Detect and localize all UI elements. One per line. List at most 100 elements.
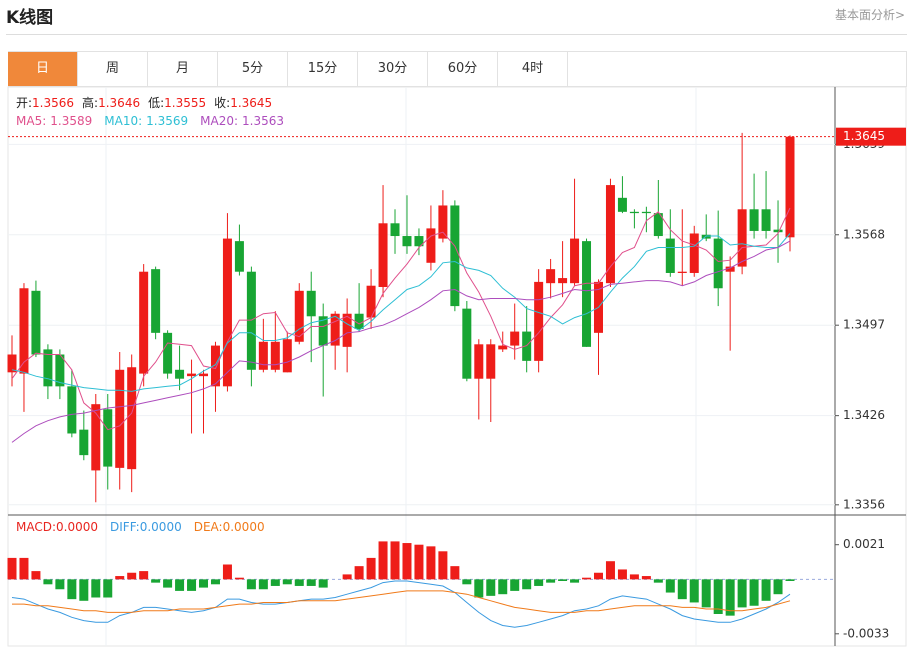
- candle-body: [510, 331, 520, 346]
- readout-name: MACD:: [16, 520, 56, 534]
- readout-name: DIFF:: [110, 520, 140, 534]
- legend-name: MA5:: [16, 114, 46, 128]
- macd-line: [11, 580, 791, 628]
- candle-body: [390, 223, 400, 237]
- macd-bar: [438, 551, 448, 580]
- candle-body: [342, 313, 352, 347]
- candle-body: [163, 332, 173, 374]
- candle-body: [498, 345, 508, 350]
- candle-body: [43, 349, 53, 387]
- macd-bar: [210, 579, 220, 585]
- macd-bar: [7, 557, 17, 580]
- macd-bar: [246, 579, 256, 590]
- period-tab[interactable]: 日: [8, 52, 78, 86]
- info-value: 1.3645: [230, 96, 272, 110]
- macd-bar: [103, 579, 113, 598]
- y-tick-label: -0.0033: [843, 626, 889, 640]
- macd-bar: [546, 579, 556, 583]
- macd-bar: [378, 541, 388, 580]
- macd-bar: [582, 577, 592, 580]
- info-label: 收:: [214, 96, 230, 110]
- candle-body: [354, 313, 364, 330]
- period-tab[interactable]: 周: [78, 52, 148, 86]
- macd-bar: [43, 579, 53, 585]
- period-tab[interactable]: 30分: [358, 52, 428, 86]
- ma-legend: MA5: 1.3589 MA10: 1.3569 MA20: 1.3563: [16, 114, 284, 128]
- period-tab[interactable]: 60分: [428, 52, 498, 86]
- candle-body: [558, 278, 568, 284]
- candle-body: [546, 269, 556, 284]
- macd-bar: [785, 579, 795, 581]
- macd-bar: [522, 579, 532, 590]
- macd-bar: [390, 541, 400, 580]
- candle-body: [175, 369, 185, 379]
- period-tab[interactable]: 5分: [218, 52, 288, 86]
- candle-body: [187, 373, 197, 377]
- macd-bar: [462, 579, 472, 585]
- candle-body: [139, 271, 149, 374]
- macd-bar: [31, 571, 41, 580]
- divider: [6, 34, 907, 35]
- candle-body: [210, 345, 220, 387]
- period-tab[interactable]: 15分: [288, 52, 358, 86]
- macd-bar: [593, 572, 603, 580]
- macd-bar: [19, 557, 29, 580]
- macd-bar: [127, 572, 137, 580]
- candle-body: [31, 290, 41, 355]
- legend-value: 1.3569: [146, 114, 188, 128]
- candle-body: [414, 236, 424, 247]
- candle-body: [103, 409, 113, 467]
- readout-value: 0.0000: [56, 520, 98, 534]
- macd-bar: [510, 579, 520, 591]
- legend-value: 1.3563: [242, 114, 284, 128]
- y-tick-label: 0.0021: [843, 537, 885, 551]
- macd-bar: [629, 574, 639, 580]
- candle-body: [294, 290, 304, 342]
- macd-bar: [163, 579, 173, 588]
- fundamental-link[interactable]: 基本面分析>: [834, 8, 905, 22]
- candle-body: [246, 271, 256, 370]
- period-tab[interactable]: 4时: [498, 52, 568, 86]
- readout-name: DEA:: [194, 520, 223, 534]
- candle-body: [749, 209, 759, 231]
- candle-body: [474, 344, 484, 379]
- candle-body: [773, 229, 783, 233]
- macd-bar: [725, 579, 735, 616]
- y-tick-label: 1.3497: [843, 318, 885, 332]
- y-tick-label: 1.3356: [843, 497, 885, 511]
- macd-bar: [234, 577, 244, 580]
- macd-bar: [55, 579, 65, 590]
- info-value: 1.3555: [164, 96, 206, 110]
- candle-body: [438, 205, 448, 239]
- macd-bar: [294, 579, 304, 586]
- candle-body: [689, 233, 699, 273]
- candle-body: [330, 313, 340, 346]
- macd-bar: [570, 579, 580, 583]
- last-price-tag: [836, 127, 906, 146]
- candle-body: [486, 344, 496, 379]
- candle-body: [785, 136, 795, 238]
- candle-body: [653, 213, 663, 237]
- ma-line: [11, 207, 791, 431]
- macd-bar: [282, 579, 292, 585]
- ma-line: [11, 240, 791, 443]
- info-label: 开:: [16, 96, 32, 110]
- macd-bar: [426, 546, 436, 580]
- period-tab[interactable]: 月: [148, 52, 218, 86]
- candle-body: [725, 266, 735, 272]
- candle-body: [402, 236, 412, 247]
- y-tick-label: 1.3568: [843, 227, 885, 241]
- candle-body: [677, 271, 687, 273]
- macd-bar: [617, 569, 627, 580]
- macd-bar: [665, 579, 675, 593]
- candle-body: [462, 308, 472, 379]
- macd-bar: [450, 566, 460, 580]
- macd-bar: [199, 579, 209, 588]
- candle-body: [426, 228, 436, 263]
- candle-body: [665, 238, 675, 273]
- macd-bar: [354, 566, 364, 580]
- candle-body: [582, 241, 592, 347]
- ohlc-info: 开:1.3566 高:1.3646 低:1.3555 收:1.3645: [16, 95, 272, 110]
- macd-bar: [306, 579, 316, 586]
